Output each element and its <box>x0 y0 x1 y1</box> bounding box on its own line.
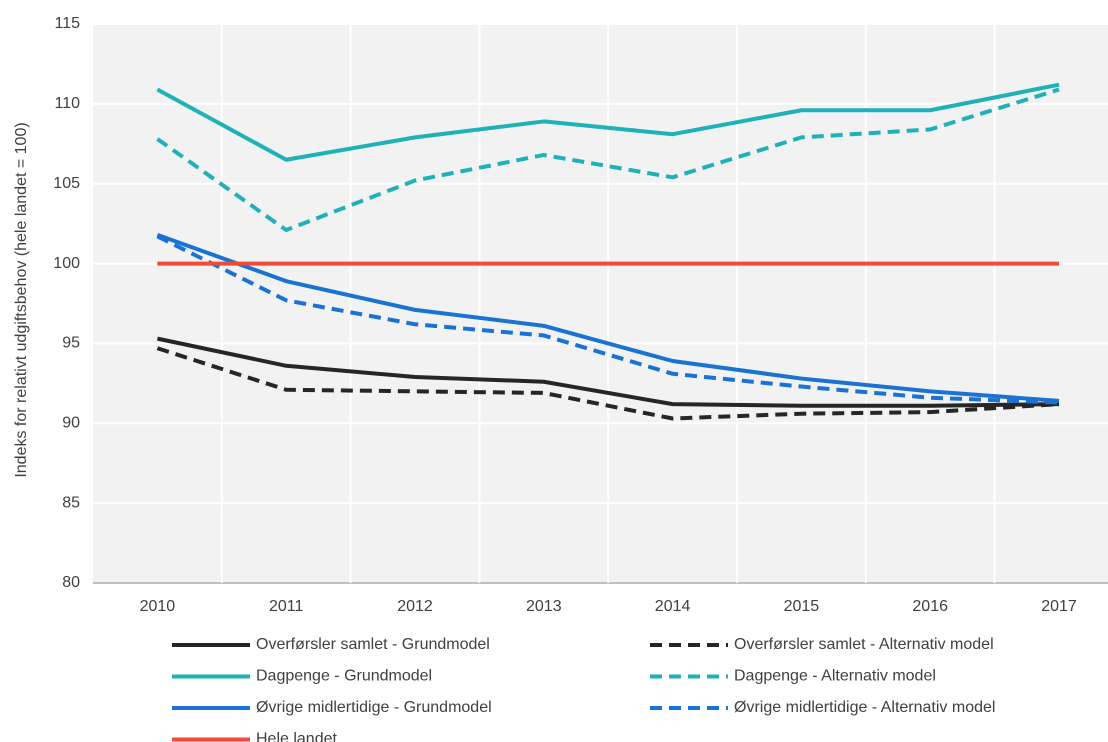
legend-label: Øvrige midlertidige - Grundmodel <box>256 699 492 716</box>
x-tick-label: 2010 <box>140 598 176 615</box>
legend-label: Overførsler samlet - Grundmodel <box>256 636 490 653</box>
x-tick-label: 2016 <box>912 598 948 615</box>
series-line <box>156 336 1060 408</box>
series-line <box>156 87 1060 233</box>
legend-label: Dagpenge - Alternativ model <box>734 668 936 685</box>
legend-label: Overførsler samlet - Alternativ model <box>734 636 994 653</box>
legend-label: Øvrige midlertidige - Alternativ model <box>734 699 995 716</box>
y-axis-label: Indeks for relativt udgiftsbehov (hele l… <box>13 122 30 477</box>
y-tick-label: 80 <box>62 574 80 591</box>
x-tick-label: 2012 <box>397 598 433 615</box>
x-tick-label: 2013 <box>526 598 562 615</box>
legend-label: Hele landet <box>256 731 338 742</box>
series-line <box>156 232 1060 403</box>
series-line <box>156 346 1060 421</box>
y-tick-label: 100 <box>53 255 80 272</box>
x-tick-label: 2017 <box>1041 598 1077 615</box>
y-tick-label: 90 <box>62 415 80 432</box>
plot-background <box>93 24 1108 583</box>
series-line <box>156 82 1060 162</box>
y-tick-label: 95 <box>62 335 80 352</box>
y-tick-label: 105 <box>53 175 80 192</box>
x-tick-label: 2014 <box>655 598 691 615</box>
y-tick-label: 110 <box>54 95 80 112</box>
y-tick-label: 115 <box>54 15 80 32</box>
legend-label: Dagpenge - Grundmodel <box>256 668 432 685</box>
x-tick-label: 2011 <box>269 598 304 615</box>
x-tick-label: 2015 <box>784 598 820 615</box>
y-tick-label: 85 <box>62 494 80 511</box>
